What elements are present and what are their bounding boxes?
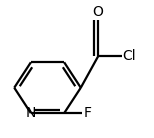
Text: O: O	[93, 5, 104, 19]
Text: Cl: Cl	[122, 49, 136, 63]
Text: N: N	[26, 106, 36, 120]
Text: F: F	[84, 106, 92, 120]
